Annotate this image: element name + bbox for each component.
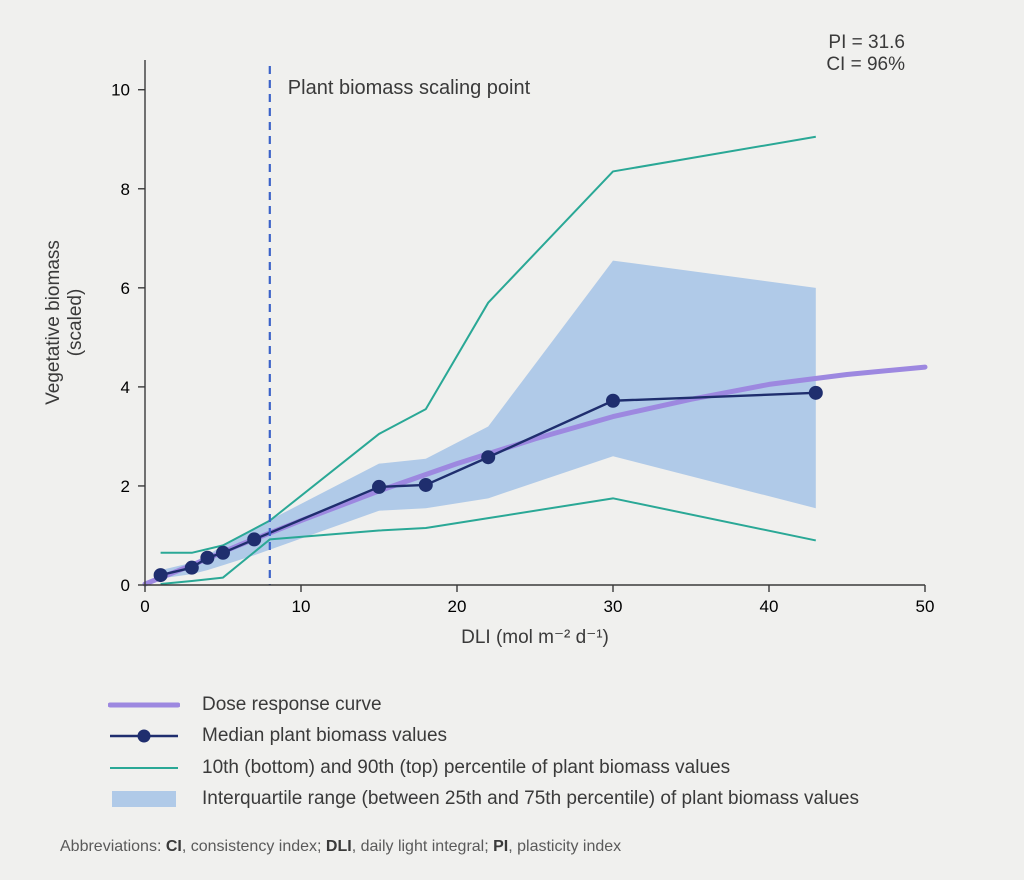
legend-row-median: Median plant biomass values — [108, 721, 859, 750]
legend: Dose response curve Median plant biomass… — [108, 690, 859, 816]
x-tick-label: 30 — [604, 597, 623, 616]
legend-swatch-iqr — [108, 788, 180, 810]
figure-root: Plant biomass scaling point PI = 31.6CI =… — [0, 0, 1024, 880]
median-marker — [809, 386, 822, 399]
median-marker — [419, 478, 432, 491]
x-tick-label: 40 — [760, 597, 779, 616]
legend-row-percentile: 10th (bottom) and 90th (top) percentile … — [108, 753, 859, 782]
median-marker — [201, 551, 214, 564]
abbrev-ci-val: , consistency index; — [182, 838, 326, 855]
x-tick-label: 10 — [292, 597, 311, 616]
median-marker — [373, 480, 386, 493]
iqr-band — [161, 261, 816, 579]
y-tick-label: 10 — [111, 81, 130, 100]
y-tick-label: 8 — [121, 180, 130, 199]
legend-label-percentile: 10th (bottom) and 90th (top) percentile … — [202, 753, 730, 782]
x-tick-label: 20 — [448, 597, 467, 616]
x-tick-label: 50 — [916, 597, 935, 616]
legend-label-dose: Dose response curve — [202, 690, 382, 719]
y-axis-title-group: Vegetative biomass(scaled) — [43, 240, 86, 405]
median-marker — [154, 569, 167, 582]
pi-label: PI = 31.6 — [828, 32, 905, 53]
y-tick-label: 2 — [121, 477, 130, 496]
legend-label-median: Median plant biomass values — [202, 721, 447, 750]
chart-svg: Plant biomass scaling point PI = 31.6CI =… — [0, 0, 1024, 690]
median-marker — [607, 394, 620, 407]
scaling-point-label: Plant biomass scaling point — [288, 77, 531, 99]
median-marker — [482, 451, 495, 464]
y-tick-label: 6 — [121, 279, 130, 298]
abbreviations: Abbreviations: CI, consistency index; DL… — [60, 838, 621, 856]
y-axis-title-line2: (scaled) — [65, 289, 86, 357]
x-tick-label: 0 — [140, 597, 149, 616]
legend-swatch-median — [108, 725, 180, 747]
abbrev-pi-val: , plasticity index — [508, 838, 621, 855]
y-axis-title-line1: Vegetative biomass — [43, 240, 64, 405]
legend-label-iqr: Interquartile range (between 25th and 75… — [202, 784, 859, 813]
abbrev-dli-key: DLI — [326, 838, 352, 855]
abbrev-pi-key: PI — [493, 838, 508, 855]
median-marker — [248, 533, 261, 546]
median-marker — [217, 546, 230, 559]
abbrev-ci-key: CI — [166, 838, 182, 855]
ci-label: CI = 96% — [826, 54, 905, 75]
legend-row-dose: Dose response curve — [108, 690, 859, 719]
legend-row-iqr: Interquartile range (between 25th and 75… — [108, 784, 859, 813]
abbrev-dli-val: , daily light integral; — [352, 838, 493, 855]
x-axis-title: DLI (mol m⁻² d⁻¹) — [461, 627, 609, 648]
legend-swatch-dose — [108, 694, 180, 716]
abbrev-prefix: Abbreviations: — [60, 838, 166, 855]
y-tick-label: 0 — [121, 576, 130, 595]
y-tick-label: 4 — [121, 378, 130, 397]
legend-swatch-percentile — [108, 757, 180, 779]
median-marker — [185, 561, 198, 574]
